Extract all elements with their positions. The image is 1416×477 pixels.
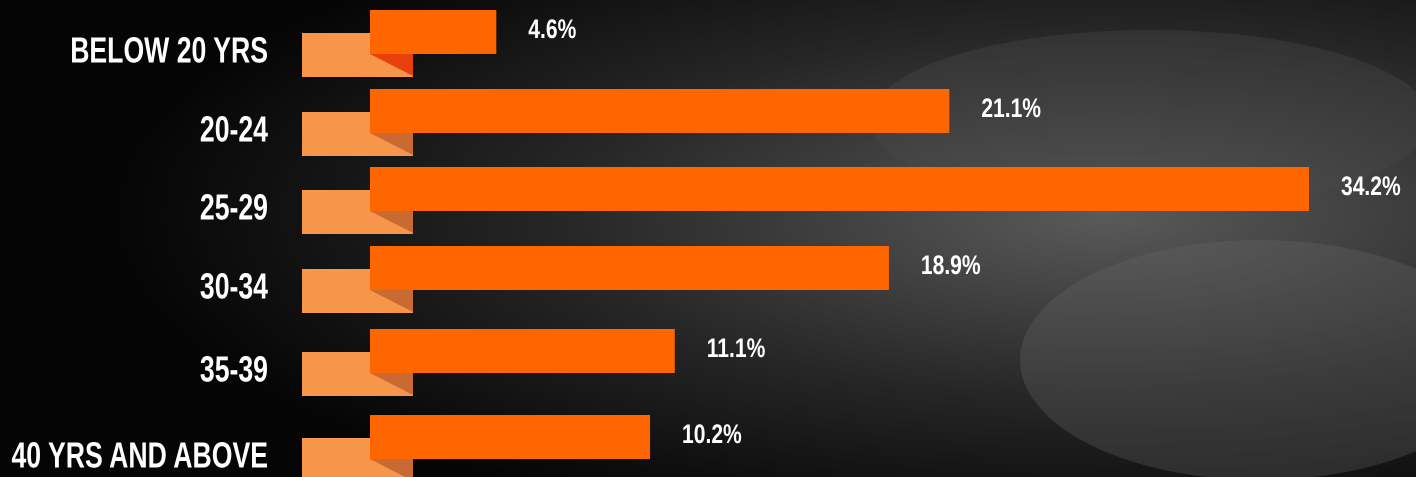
category-label: 30-34 (200, 266, 268, 307)
value-label: 4.6% (528, 15, 576, 45)
category-label: 35-39 (200, 349, 268, 390)
category-label: 20-24 (200, 109, 268, 150)
bar (370, 10, 496, 54)
chart: 4.6% BELOW 20 YRS 21.1% 20-24 34.2% 25-29 18.9… (0, 0, 1416, 477)
value-label: 34.2% (1341, 172, 1401, 202)
value-label: 11.1% (707, 334, 766, 364)
category-label: 25-29 (200, 187, 268, 228)
bar (370, 415, 650, 459)
category-label: BELOW 20 YRS (70, 30, 268, 71)
value-label: 10.2% (682, 420, 742, 450)
bar (370, 246, 889, 290)
bar (370, 329, 675, 373)
value-label: 18.9% (921, 251, 981, 281)
category-label: 40 YRS AND ABOVE (11, 435, 268, 476)
bar (370, 167, 1309, 211)
value-label: 21.1% (981, 94, 1041, 124)
page: {"chart_data": {"type": "bar", "orientat… (0, 0, 1416, 477)
bar (370, 89, 949, 133)
